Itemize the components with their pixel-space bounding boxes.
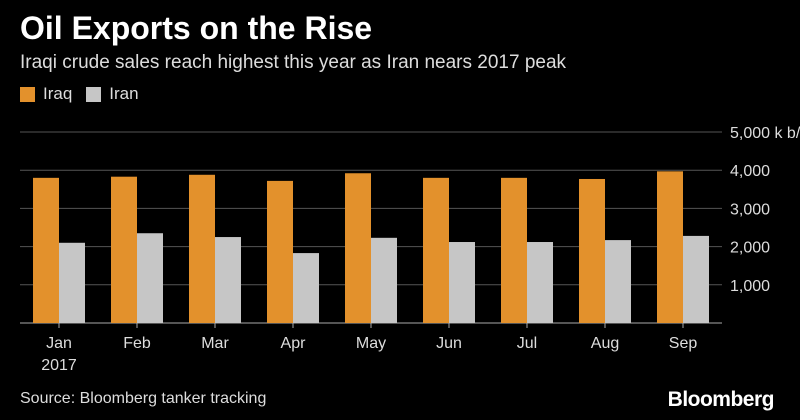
bar-iraq-feb xyxy=(111,176,137,323)
x-tick-label: Aug xyxy=(591,335,619,352)
bar-iraq-mar xyxy=(189,174,215,323)
bar-iran-jan xyxy=(59,242,85,323)
bloomberg-logo: Bloomberg xyxy=(667,388,775,411)
x-tick-label: Jul xyxy=(517,335,537,352)
x-tick-label: Mar xyxy=(201,335,229,352)
x-tick-label: Jun xyxy=(436,335,462,352)
bar-iran-jul xyxy=(527,242,553,323)
bar-iraq-apr xyxy=(267,180,293,323)
x-tick-label: May xyxy=(356,335,386,352)
y-tick-label: 3,000 xyxy=(730,201,770,218)
y-tick-label: 1,000 xyxy=(730,278,770,295)
y-tick-label: 5,000 k b/d xyxy=(730,125,800,142)
x-tick-label: Feb xyxy=(123,335,151,352)
legend-label-iran: Iran xyxy=(109,84,139,103)
chart-title: Oil Exports on the Rise xyxy=(20,10,373,46)
bar-iran-jun xyxy=(449,242,475,323)
bar-iraq-may xyxy=(345,173,371,323)
x-tick-label: Apr xyxy=(281,335,307,352)
y-tick-label: 2,000 xyxy=(730,240,770,257)
bar-iraq-jul xyxy=(501,177,527,323)
bar-iran-sep xyxy=(683,235,709,323)
legend-label-iraq: Iraq xyxy=(43,84,73,103)
source-note: Source: Bloomberg tanker tracking xyxy=(20,390,267,407)
bar-iraq-sep xyxy=(657,171,683,323)
bar-iran-aug xyxy=(605,240,631,323)
legend-item-iran: Iran xyxy=(86,84,139,104)
bar-iran-mar xyxy=(215,237,241,323)
x-tick-label: Sep xyxy=(669,335,698,352)
x-tick-label: Jan xyxy=(46,335,72,352)
legend-swatch-iraq xyxy=(20,86,35,102)
bar-iraq-jan xyxy=(33,177,59,323)
bar-iraq-jun xyxy=(423,177,449,323)
bar-iran-apr xyxy=(293,253,319,323)
bar-iran-feb xyxy=(137,233,163,323)
bar-iran-may xyxy=(371,237,397,323)
bar-iraq-aug xyxy=(579,178,605,323)
legend-swatch-iran xyxy=(86,86,102,102)
x-tick-sublabel: 2017 xyxy=(41,357,77,374)
legend-item-iraq: Iraq xyxy=(20,84,72,104)
chart-subtitle: Iraqi crude sales reach highest this yea… xyxy=(20,52,567,73)
y-tick-label: 4,000 xyxy=(730,163,770,180)
legend: Iraq Iran xyxy=(20,84,153,104)
